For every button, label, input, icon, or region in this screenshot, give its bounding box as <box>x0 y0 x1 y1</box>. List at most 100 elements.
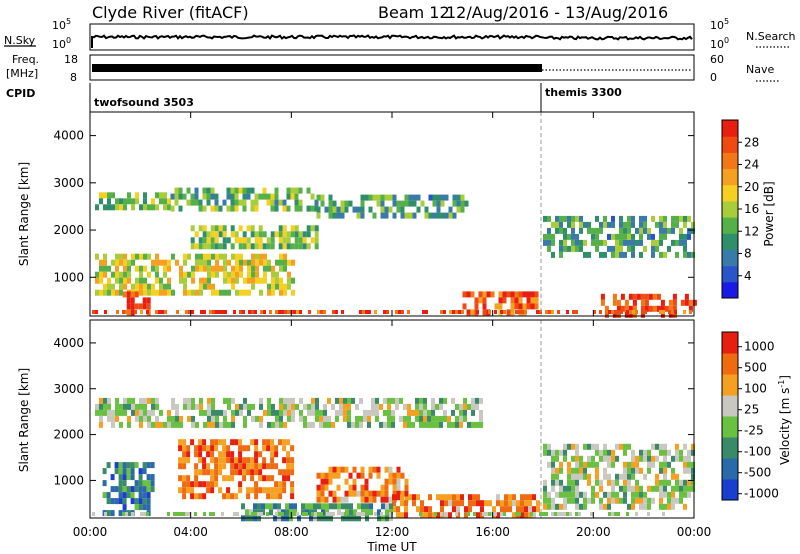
velocity-cell <box>627 503 631 510</box>
power-cell <box>298 231 303 238</box>
power-cell <box>139 277 143 284</box>
velocity-cell <box>303 421 307 428</box>
power-cell <box>691 251 695 258</box>
velocity-cell <box>275 421 279 428</box>
velocity-cell <box>356 512 359 516</box>
velocity-cell <box>231 421 235 428</box>
velocity-cell <box>291 397 295 404</box>
power-cell <box>92 310 95 314</box>
velocity-cell <box>631 491 635 498</box>
power-cell <box>660 305 665 312</box>
power-cell <box>223 277 227 284</box>
power-cell <box>691 221 695 228</box>
power-cell <box>198 199 203 206</box>
power-cell <box>340 200 345 207</box>
power-cell <box>199 259 203 266</box>
power-cell <box>530 297 535 304</box>
power-cell <box>242 243 247 250</box>
power-cell <box>238 199 243 206</box>
colorbar-tick-label: 100 <box>744 382 767 396</box>
velocity-cell <box>361 503 365 510</box>
velocity-cell <box>324 472 329 479</box>
power-cell <box>384 194 389 201</box>
velocity-cell <box>274 463 279 470</box>
velocity-cell <box>349 503 353 510</box>
velocity-cell <box>246 487 251 494</box>
power-cell <box>219 253 223 260</box>
velocity-cell <box>234 463 239 470</box>
velocity-cell <box>134 462 139 469</box>
velocity-cell <box>287 397 291 404</box>
velocity-cell <box>667 461 671 468</box>
velocity-cell <box>504 506 508 513</box>
power-cell <box>510 309 515 316</box>
velocity-cell <box>242 463 247 470</box>
velocity-cell <box>468 494 472 501</box>
velocity-cell <box>448 494 452 501</box>
velocity-cell <box>242 475 247 482</box>
velocity-cell <box>404 500 408 507</box>
velocity-cell <box>221 512 224 516</box>
power-cell <box>127 198 131 205</box>
velocity-cell <box>448 512 452 519</box>
velocity-cell <box>203 421 207 428</box>
velocity-cell <box>114 486 119 493</box>
velocity-cell <box>336 496 341 503</box>
velocity-cell <box>203 512 206 516</box>
velocity-cell <box>551 485 555 492</box>
power-cell <box>211 265 215 272</box>
power-cell <box>294 193 299 200</box>
power-cell <box>583 251 587 258</box>
velocity-cell <box>320 484 325 491</box>
power-cell <box>545 310 548 314</box>
power-cell <box>262 231 267 238</box>
velocity-cell <box>242 469 247 476</box>
velocity-cell <box>543 497 547 504</box>
velocity-cell <box>575 512 578 516</box>
power-cell <box>631 221 635 228</box>
velocity-cell <box>138 486 143 493</box>
power-cell <box>234 231 239 238</box>
velocity-cell <box>107 403 111 410</box>
velocity-cell <box>320 490 325 497</box>
power-cell <box>526 297 531 304</box>
power-cell <box>644 293 649 300</box>
y-tick-label: 1000 <box>53 473 84 487</box>
velocity-cell <box>282 457 287 464</box>
power-cell <box>566 310 569 314</box>
power-cell <box>308 310 311 314</box>
velocity-cell <box>368 472 373 479</box>
velocity-cell <box>236 512 239 516</box>
velocity-cell <box>131 397 135 404</box>
power-cell <box>514 297 519 304</box>
power-cell <box>227 259 231 266</box>
power-cell <box>151 259 155 266</box>
power-cell <box>593 310 596 314</box>
velocity-cell <box>119 421 123 428</box>
power-cell <box>190 199 195 206</box>
power-cell <box>104 310 107 314</box>
velocity-cell <box>146 486 151 493</box>
velocity-cell <box>278 487 283 494</box>
velocity-cell <box>607 461 611 468</box>
velocity-cell <box>257 512 260 516</box>
power-cell <box>199 283 203 290</box>
power-cell <box>543 233 547 240</box>
velocity-cell <box>615 473 619 480</box>
power-cell <box>274 231 279 238</box>
velocity-cell <box>563 455 567 462</box>
power-cell <box>543 215 547 222</box>
velocity-cell <box>659 479 663 486</box>
power-cell <box>595 239 599 246</box>
power-cell <box>130 309 135 316</box>
velocity-cell <box>282 475 287 482</box>
power-cell <box>651 215 655 222</box>
power-cell <box>146 297 151 304</box>
power-cell <box>290 225 295 232</box>
power-cell <box>575 215 579 222</box>
velocity-cell <box>262 457 267 464</box>
velocity-cell <box>351 421 355 428</box>
velocity-cell <box>211 397 215 404</box>
velocity-cell <box>171 403 175 410</box>
